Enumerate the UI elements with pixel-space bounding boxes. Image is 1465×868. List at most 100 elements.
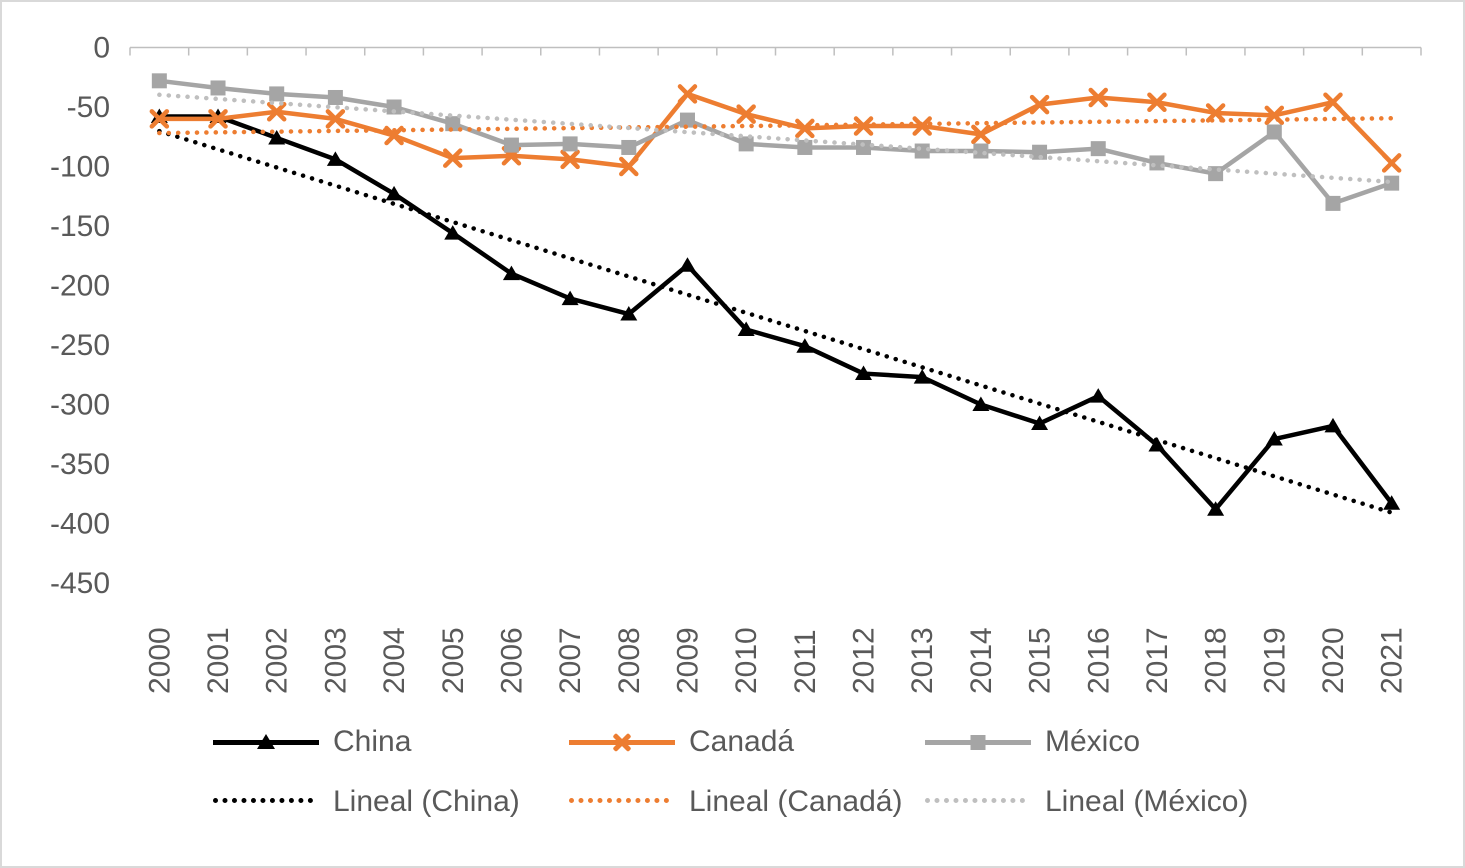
x-axis-label: 2008 <box>613 627 646 694</box>
square-marker <box>621 139 637 155</box>
x-axis-label: 2003 <box>319 627 352 694</box>
series-canada <box>149 84 1402 177</box>
x-marker <box>149 109 170 129</box>
triangle-marker <box>1148 436 1166 452</box>
triangle-marker <box>1383 495 1401 510</box>
y-axis-label: -300 <box>50 389 110 422</box>
legend-column-canada: Canadá Lineal (Canadá) <box>569 722 902 822</box>
mexico-series-swatch <box>925 722 1031 762</box>
x-axis-label: 2009 <box>671 627 704 694</box>
x-axis-label: 2006 <box>495 627 528 694</box>
x-marker <box>560 149 580 170</box>
x-axis-label: 2020 <box>1317 627 1350 694</box>
triangle-marker <box>913 369 931 384</box>
triangle-marker <box>796 338 814 353</box>
square-marker <box>1266 124 1282 140</box>
legend-label-canada: Canadá <box>689 725 795 758</box>
dotted-line-icon <box>925 798 1025 803</box>
x-marker <box>912 116 932 136</box>
series-line-canada <box>159 91 1394 169</box>
x-axis-label: 2010 <box>730 627 763 694</box>
x-axis-label: 2000 <box>143 627 176 694</box>
x-marker <box>1029 94 1050 115</box>
x-marker <box>677 84 698 104</box>
x-marker <box>208 109 228 129</box>
value-axis-labels: 0 -50 -100 -150 -200 -250 -300 -350 -400 -450 <box>50 32 110 601</box>
x-axis-label: 2001 <box>202 627 235 694</box>
legend-item-china[interactable]: China <box>213 722 520 762</box>
triangle-marker-icon <box>257 734 275 749</box>
triangle-marker <box>1089 388 1107 403</box>
x-axis-label: 2005 <box>437 627 470 694</box>
square-marker <box>1384 175 1400 191</box>
x-marker <box>384 125 404 146</box>
triangle-marker <box>502 265 520 281</box>
legend-item-lineal-canada[interactable]: Lineal (Canadá) <box>569 782 902 822</box>
triangle-marker <box>855 365 873 381</box>
x-marker <box>266 102 287 122</box>
x-axis-label: 2021 <box>1376 627 1409 694</box>
y-axis-label: -100 <box>50 151 110 184</box>
canada-series-swatch <box>569 722 675 762</box>
legend-item-canada[interactable]: Canadá <box>569 722 902 762</box>
series-mexico <box>151 73 1400 211</box>
y-axis-label: -150 <box>50 210 110 243</box>
x-marker <box>325 109 346 129</box>
square-marker <box>679 112 695 128</box>
x-marker <box>736 104 756 124</box>
x-axis-label: 2019 <box>1258 627 1291 694</box>
triangle-marker <box>678 257 696 272</box>
triangle-marker <box>444 225 462 240</box>
legend-column-china: China Lineal (China) <box>213 722 520 822</box>
x-axis-label: 2012 <box>848 627 881 694</box>
triangle-marker <box>972 396 990 411</box>
square-marker <box>562 136 578 152</box>
legend-column-mexico: México Lineal (México) <box>925 722 1248 822</box>
square-marker <box>1325 195 1341 211</box>
square-marker <box>1090 141 1106 157</box>
square-marker <box>210 80 226 96</box>
legend-label-mexico: México <box>1045 725 1141 758</box>
x-axis-label: 2017 <box>1141 627 1174 694</box>
triangle-marker <box>326 151 344 166</box>
x-axis-label: 2002 <box>261 627 294 694</box>
triangle-marker <box>1207 501 1225 516</box>
lineal-canada-swatch <box>569 782 675 822</box>
triangle-marker <box>1031 415 1049 431</box>
x-axis-label: 2015 <box>1024 627 1057 694</box>
y-axis-label: -50 <box>67 91 110 124</box>
triangle-marker <box>268 129 286 145</box>
x-marker <box>1323 92 1343 112</box>
x-axis-label: 2018 <box>1200 627 1233 694</box>
series-line-mexico <box>159 78 1393 206</box>
legend-label-lineal-canada: Lineal (Canadá) <box>689 785 903 818</box>
square-marker <box>503 137 519 153</box>
lineal-china-swatch <box>213 782 319 822</box>
series-china <box>150 108 1401 516</box>
triangle-marker <box>385 185 403 201</box>
square-marker <box>738 136 754 152</box>
y-axis-label: -200 <box>50 270 110 303</box>
triangle-marker <box>620 306 638 321</box>
category-axis-labels: 2000 2001 2002 2003 2004 2005 2006 2007 2008 2009… <box>143 627 1408 694</box>
x-axis-label: 2004 <box>378 627 411 694</box>
x-marker <box>1088 87 1108 108</box>
legend-label-lineal-mexico: Lineal (México) <box>1045 785 1249 818</box>
legend-label-china: China <box>333 725 412 758</box>
lineal-mexico-swatch <box>925 782 1031 822</box>
legend-item-lineal-mexico[interactable]: Lineal (México) <box>925 782 1248 822</box>
x-marker <box>971 124 991 145</box>
x-axis-label: 2013 <box>906 627 939 694</box>
square-marker <box>1032 144 1048 160</box>
legend-label-lineal-china: Lineal (China) <box>333 785 520 818</box>
triangle-marker <box>561 290 579 306</box>
x-marker <box>795 118 815 139</box>
legend-item-lineal-china[interactable]: Lineal (China) <box>213 782 520 822</box>
square-marker <box>856 139 872 155</box>
category-axis <box>129 46 1422 56</box>
legend-item-mexico[interactable]: México <box>925 722 1248 762</box>
series-line-china <box>159 114 1394 512</box>
trendline-china <box>157 128 1394 515</box>
